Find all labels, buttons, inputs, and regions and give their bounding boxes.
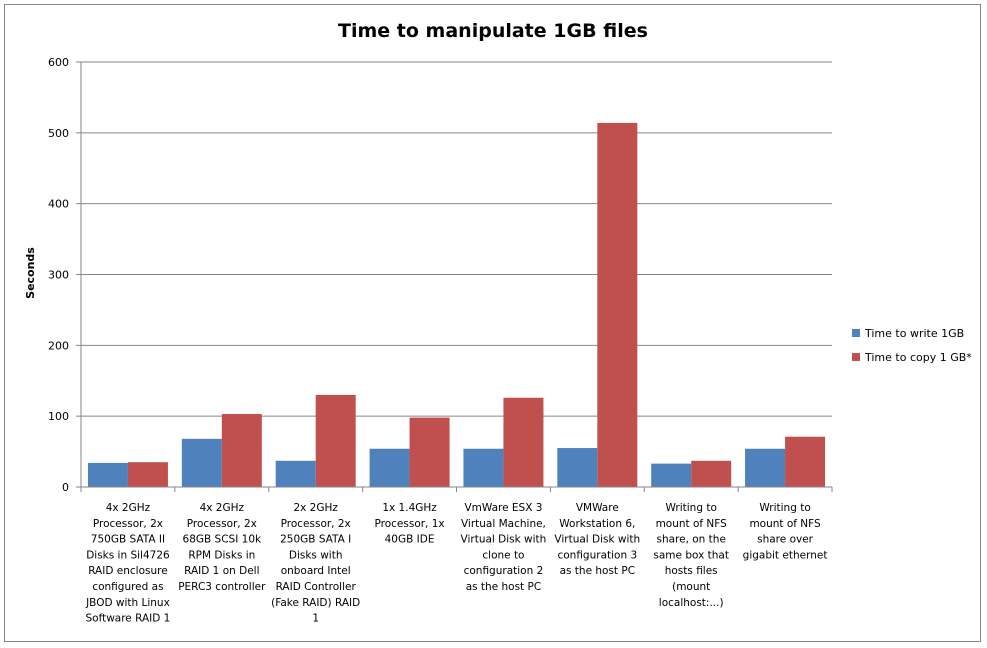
x-tick-label-line: Workstation 6, [559, 518, 635, 530]
x-tick-label-line: 2x 2GHz [293, 502, 338, 514]
x-tick-label-line: hosts files [665, 565, 718, 577]
x-tick-label-line: RAID Controller [276, 581, 357, 593]
x-tick-label-line: configured as [92, 581, 163, 593]
axes [80, 62, 833, 492]
x-tick-label-line: share over [757, 534, 814, 546]
x-tick-label-line: as the host PC [466, 581, 541, 593]
x-tick-label-line: share, on the [656, 534, 725, 546]
x-tick-label-line: VMWare [576, 502, 619, 514]
x-tick-label-line: configuration 3 [557, 549, 637, 561]
bar-write-5 [557, 448, 598, 487]
x-tick-label: 4x 2GHz Processor, 2x 68GB SCSI 10k RPM Dis… [178, 502, 266, 593]
x-tick-label-line: 4x 2GHz [200, 502, 245, 514]
x-tick-label-line: same box that [653, 549, 729, 561]
legend: Time to write 1GB Time to copy 1 GB* [852, 327, 972, 364]
bar-copy-4 [503, 397, 544, 487]
x-tick-label: Writing to mount of NFS share over gigabit … [743, 502, 828, 561]
bar-copy-5 [597, 122, 638, 488]
y-tick-label: 100 [48, 410, 69, 423]
x-tick-labels: 4x 2GHz Processor, 2x 750GB SATA II Disks i… [85, 502, 827, 625]
bar-copy-2 [315, 394, 356, 487]
x-tick-label-line: RAID 1 on Dell [184, 565, 259, 577]
y-tick-label: 500 [48, 127, 69, 140]
legend-label-0: Time to write 1GB [864, 327, 964, 340]
x-tick-label-line: Software RAID 1 [85, 613, 170, 625]
chart-title: Time to manipulate 1GB files [338, 20, 648, 42]
x-tick-label: 1x 1.4GHz Processor, 1x 40GB IDE [374, 502, 444, 546]
bar-write-2 [275, 460, 316, 487]
x-tick-label: 4x 2GHz Processor, 2x 750GB SATA II Disks i… [85, 502, 170, 625]
x-tick-label-line: 1 [312, 613, 319, 625]
y-tick-label: 300 [48, 269, 69, 282]
x-tick-label-line: Virtual Disk with [554, 534, 640, 546]
legend-swatch-0 [852, 329, 860, 337]
x-tick-label-line: onboard Intel [281, 565, 351, 577]
x-tick-label-line: 4x 2GHz [106, 502, 151, 514]
x-tick-label: Writing to mount of NFS share, on the same … [653, 502, 729, 609]
x-tick-label-line: 750GB SATA II [91, 534, 165, 546]
x-tick-label-line: PERC3 controller [178, 581, 266, 593]
x-tick-label-line: 1x 1.4GHz [382, 502, 437, 514]
x-tick-label-line: localhost:...) [659, 597, 724, 609]
x-tick-label-line: gigabit ethernet [743, 549, 828, 561]
chart-frame [4, 4, 981, 642]
bar-copy-7 [785, 436, 826, 487]
bar-write-1 [181, 438, 222, 487]
bar-write-7 [745, 448, 786, 487]
x-tick-label-line: Processor, 2x [93, 518, 163, 530]
x-tick-label-line: Disks with [289, 549, 343, 561]
bar-write-6 [651, 463, 692, 487]
x-tick-label-line: VmWare ESX 3 [464, 502, 542, 514]
x-tick-label-line: mount of NFS [749, 518, 821, 530]
bars [87, 122, 826, 488]
bar-copy-3 [409, 417, 450, 487]
x-tick-label-line: Disks in Sil4726 [86, 549, 170, 561]
x-tick-label-line: clone to [482, 549, 524, 561]
x-tick-label-line: 40GB IDE [385, 534, 435, 546]
gridlines [76, 61, 832, 488]
x-tick-label: 2x 2GHz Processor, 2x 250GB SATA I Disks wi… [271, 502, 360, 625]
x-tick-label-line: as the host PC [560, 565, 635, 577]
legend-label-1: Time to copy 1 GB* [864, 351, 972, 364]
bar-copy-0 [127, 462, 168, 487]
x-tick-label-line: Virtual Machine, [461, 518, 546, 530]
x-tick-label: VMWare Workstation 6, Virtual Disk with con… [554, 502, 640, 577]
x-tick-label-line: 68GB SCSI 10k [183, 534, 262, 546]
x-tick-label-line: JBOD with Linux [85, 597, 170, 609]
x-tick-label-line: 250GB SATA I [280, 534, 351, 546]
y-tick-label: 200 [48, 339, 69, 352]
x-tick-label-line: Writing to [665, 502, 716, 514]
x-tick-label-line: (mount [672, 581, 710, 593]
x-tick-label-line: (Fake RAID) RAID [271, 597, 360, 609]
x-tick-label-line: Processor, 2x [281, 518, 351, 530]
y-tick-labels: 0 100 200 300 400 500 600 [48, 56, 69, 494]
y-tick-label: 600 [48, 56, 69, 69]
bar-write-4 [463, 448, 504, 487]
legend-swatch-1 [852, 353, 860, 361]
x-tick-label-line: Processor, 2x [187, 518, 257, 530]
bar-copy-1 [221, 414, 262, 487]
x-tick-label-line: RPM Disks in [188, 549, 255, 561]
x-tick-label-line: configuration 2 [464, 565, 544, 577]
x-tick-label: VmWare ESX 3 Virtual Machine, Virtual Disk… [461, 502, 547, 593]
x-tick-label-line: Virtual Disk with [461, 534, 547, 546]
y-axis-label: Seconds [24, 247, 37, 299]
x-tick-label-line: RAID enclosure [88, 565, 167, 577]
y-tick-label: 0 [62, 481, 69, 494]
x-tick-label-line: Processor, 1x [374, 518, 444, 530]
bar-copy-6 [691, 460, 732, 487]
y-tick-label: 400 [48, 198, 69, 211]
bar-write-0 [87, 462, 128, 487]
x-tick-label-line: Writing to [759, 502, 810, 514]
bar-write-3 [369, 448, 410, 487]
x-tick-label-line: mount of NFS [656, 518, 728, 530]
